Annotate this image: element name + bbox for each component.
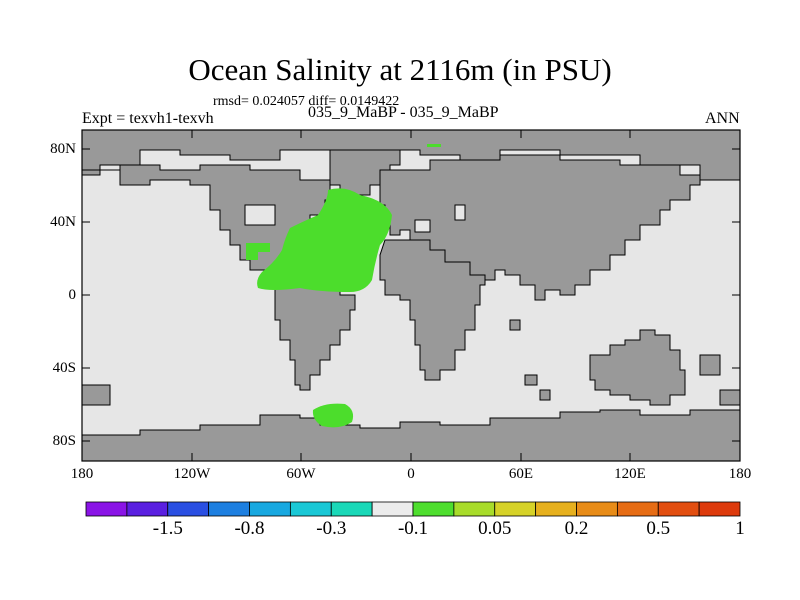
lon-label-120w: 120W	[173, 466, 211, 482]
colorbar-label: 1	[735, 518, 745, 539]
colorbar-swatch	[167, 501, 210, 517]
colorbar-label: -0.8	[234, 518, 265, 539]
land-patch	[719, 389, 741, 406]
season-label: ANN	[705, 110, 740, 127]
land-africa	[379, 239, 486, 381]
lon-ticks	[191, 130, 631, 461]
stats-line: rmsd= 0.024057 diff= 0.0149422	[213, 94, 400, 109]
anomaly-gulf	[246, 243, 270, 260]
land-patch	[81, 384, 111, 406]
lat-label-80n: 80N	[50, 141, 76, 157]
anomaly-north-atlantic	[257, 188, 392, 292]
lon-label-120e: 120E	[614, 466, 646, 482]
sea-hudson	[244, 204, 276, 226]
land-patch	[539, 389, 551, 401]
lon-label-60w: 60W	[286, 466, 316, 482]
colorbar-swatch	[453, 501, 496, 517]
land-antarctica	[81, 409, 741, 462]
map-title: Ocean Salinity at 2116m (in PSU)	[188, 52, 612, 87]
lat-ticks	[82, 148, 740, 442]
period-label: 035_9_MaBP - 035_9_MaBP	[308, 104, 499, 121]
colorbar-swatch	[85, 501, 128, 517]
colorbar-label: -0.3	[316, 518, 347, 539]
colorbar-label: 0.05	[478, 518, 512, 539]
land-patch	[509, 319, 521, 331]
lon-label-180e: 180	[728, 466, 752, 482]
colorbar-swatch	[494, 501, 537, 517]
land-patch	[699, 354, 721, 376]
colorbar-label: 0.2	[564, 518, 589, 539]
colorbar-swatch	[535, 501, 577, 517]
colorbar-swatch	[657, 501, 700, 517]
lat-label-40s: 40S	[52, 360, 76, 376]
colorbar-swatch	[412, 501, 455, 517]
colorbar-swatch	[576, 501, 618, 517]
colorbar-swatch	[249, 501, 291, 517]
colorbar-swatch	[698, 501, 741, 517]
colorbar-label: -0.1	[397, 518, 429, 539]
colorbar-label: -1.5	[152, 518, 183, 539]
lon-label-60e: 60E	[508, 466, 534, 482]
lon-label-180w: 180	[70, 466, 94, 482]
anomaly-patches	[246, 144, 441, 428]
colorbar-label: 0.5	[646, 518, 671, 539]
colorbar	[85, 501, 741, 517]
colorbar-swatch	[208, 501, 250, 517]
sea-mediterranean	[414, 219, 431, 233]
lat-label-0: 0	[68, 287, 77, 303]
land-masses	[81, 129, 741, 462]
colorbar-swatch	[126, 501, 169, 517]
anomaly-arctic-speck	[427, 144, 441, 147]
sea-caspian	[454, 204, 466, 221]
lat-label-80s: 80S	[52, 433, 76, 449]
colorbar-swatch	[616, 501, 659, 517]
lon-label-0: 0	[407, 466, 415, 482]
experiment-label: Expt = texvh1-texvh	[82, 110, 214, 127]
colorbar-swatch	[371, 501, 414, 517]
land-patch	[524, 374, 538, 386]
lat-label-40n: 40N	[50, 214, 76, 230]
land-australia	[589, 329, 686, 406]
colorbar-swatch	[330, 501, 373, 517]
anomaly-weddell	[312, 403, 354, 428]
colorbar-swatch	[289, 501, 332, 517]
inland-seas	[244, 204, 466, 233]
